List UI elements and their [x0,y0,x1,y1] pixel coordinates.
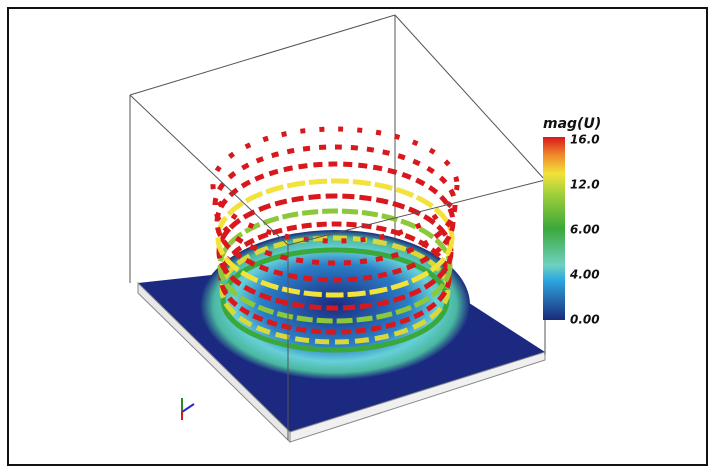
domain-box-front [129,94,546,440]
plate-side [289,351,546,443]
rings [210,126,460,353]
colorbar-tick-label: 4.00 [569,268,600,282]
domain-box-back [129,14,546,255]
colorbar-tick-label: 12.0 [570,178,600,192]
colorbar-title: mag(U) [543,116,601,132]
colorbar [543,137,565,320]
colorbar-tick-label: 16.0 [570,133,600,147]
colorbar-tick-label: 6.00 [570,223,600,237]
colorbar-ticks: 16.0 12.0 6.00 4.00 0.00 [569,133,600,327]
axes-triad [181,398,195,420]
colorbar-tick-label: 0.00 [570,313,600,327]
